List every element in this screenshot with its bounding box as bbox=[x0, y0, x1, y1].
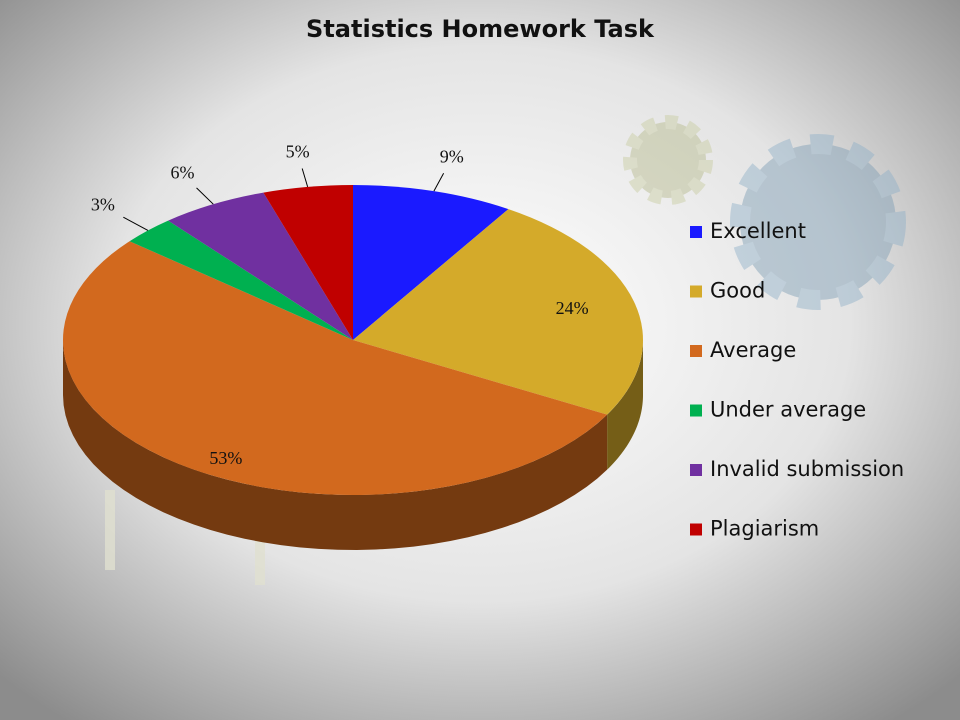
pie-slice bbox=[263, 185, 353, 340]
pie-sides bbox=[63, 340, 643, 550]
pie-leg bbox=[255, 520, 265, 585]
gear-decoration bbox=[623, 115, 906, 310]
legend-label: Under average bbox=[710, 398, 866, 422]
leader-line bbox=[301, 168, 309, 188]
pie-side bbox=[63, 340, 608, 550]
pie-side bbox=[607, 340, 643, 470]
data-label: 6% bbox=[171, 162, 195, 182]
legend-swatch bbox=[690, 404, 702, 417]
legend-swatch bbox=[690, 226, 702, 238]
data-label: 5% bbox=[286, 141, 310, 161]
legend-label: Plagiarism bbox=[710, 517, 819, 541]
legend-swatch bbox=[690, 523, 702, 536]
chart-title: Statistics Homework Task bbox=[306, 15, 655, 43]
data-label: 24% bbox=[556, 298, 589, 318]
legend-label: Good bbox=[710, 279, 765, 303]
legend-swatch bbox=[690, 464, 702, 476]
legend-swatch bbox=[690, 285, 702, 298]
data-label: 3% bbox=[91, 194, 115, 214]
pie-slice bbox=[353, 209, 643, 415]
leader-line bbox=[433, 173, 445, 192]
data-label: 9% bbox=[440, 147, 464, 167]
legend-label: Excellent bbox=[710, 219, 806, 243]
leader-line bbox=[196, 187, 214, 205]
pie-slice bbox=[168, 192, 353, 340]
legend-swatch bbox=[690, 345, 702, 357]
pie-slice bbox=[129, 220, 353, 340]
legend-label: Invalid submission bbox=[710, 457, 904, 481]
legend-label: Average bbox=[710, 338, 796, 362]
data-label: 53% bbox=[209, 448, 242, 468]
pie-tops bbox=[63, 185, 643, 495]
pie-leg bbox=[105, 490, 115, 570]
leader-line bbox=[123, 216, 149, 231]
pie-slice bbox=[63, 241, 608, 495]
pie-slice bbox=[353, 185, 509, 340]
